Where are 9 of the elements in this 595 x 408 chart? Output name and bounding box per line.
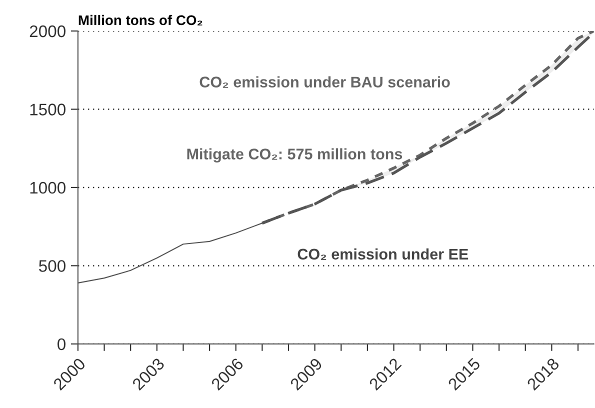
annotation: CO₂ emission under EE	[298, 248, 468, 260]
y-tick-label: 1000	[30, 182, 66, 194]
y-tick-label: 1500	[30, 104, 66, 116]
annotation: CO₂ emission under BAU scenario	[200, 76, 450, 88]
y-tick-label: 0	[58, 338, 66, 350]
y-axis-title: Million tons of CO₂	[78, 14, 202, 26]
y-tick-label: 500	[39, 260, 66, 272]
annotation: Mitigate CO₂: 575 million tons	[187, 148, 402, 163]
y-tick-label: 2000	[30, 25, 66, 38]
